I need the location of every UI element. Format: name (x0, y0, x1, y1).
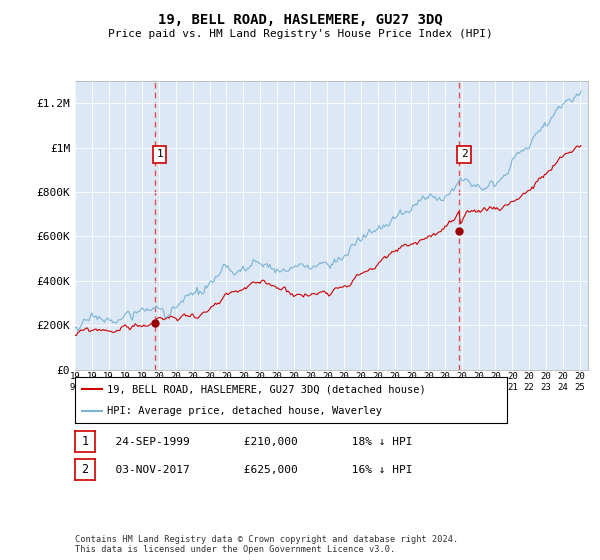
Text: 1: 1 (82, 435, 88, 449)
Text: 2: 2 (461, 150, 467, 160)
Text: HPI: Average price, detached house, Waverley: HPI: Average price, detached house, Wave… (107, 407, 382, 416)
Text: 19, BELL ROAD, HASLEMERE, GU27 3DQ: 19, BELL ROAD, HASLEMERE, GU27 3DQ (158, 13, 442, 27)
Text: Contains HM Land Registry data © Crown copyright and database right 2024.
This d: Contains HM Land Registry data © Crown c… (75, 535, 458, 554)
Text: 03-NOV-2017        £625,000        16% ↓ HPI: 03-NOV-2017 £625,000 16% ↓ HPI (102, 465, 413, 475)
Text: 19, BELL ROAD, HASLEMERE, GU27 3DQ (detached house): 19, BELL ROAD, HASLEMERE, GU27 3DQ (deta… (107, 384, 426, 394)
Text: 1: 1 (156, 150, 163, 160)
Text: 24-SEP-1999        £210,000        18% ↓ HPI: 24-SEP-1999 £210,000 18% ↓ HPI (102, 437, 413, 447)
Text: Price paid vs. HM Land Registry's House Price Index (HPI): Price paid vs. HM Land Registry's House … (107, 29, 493, 39)
Text: 2: 2 (82, 463, 88, 477)
